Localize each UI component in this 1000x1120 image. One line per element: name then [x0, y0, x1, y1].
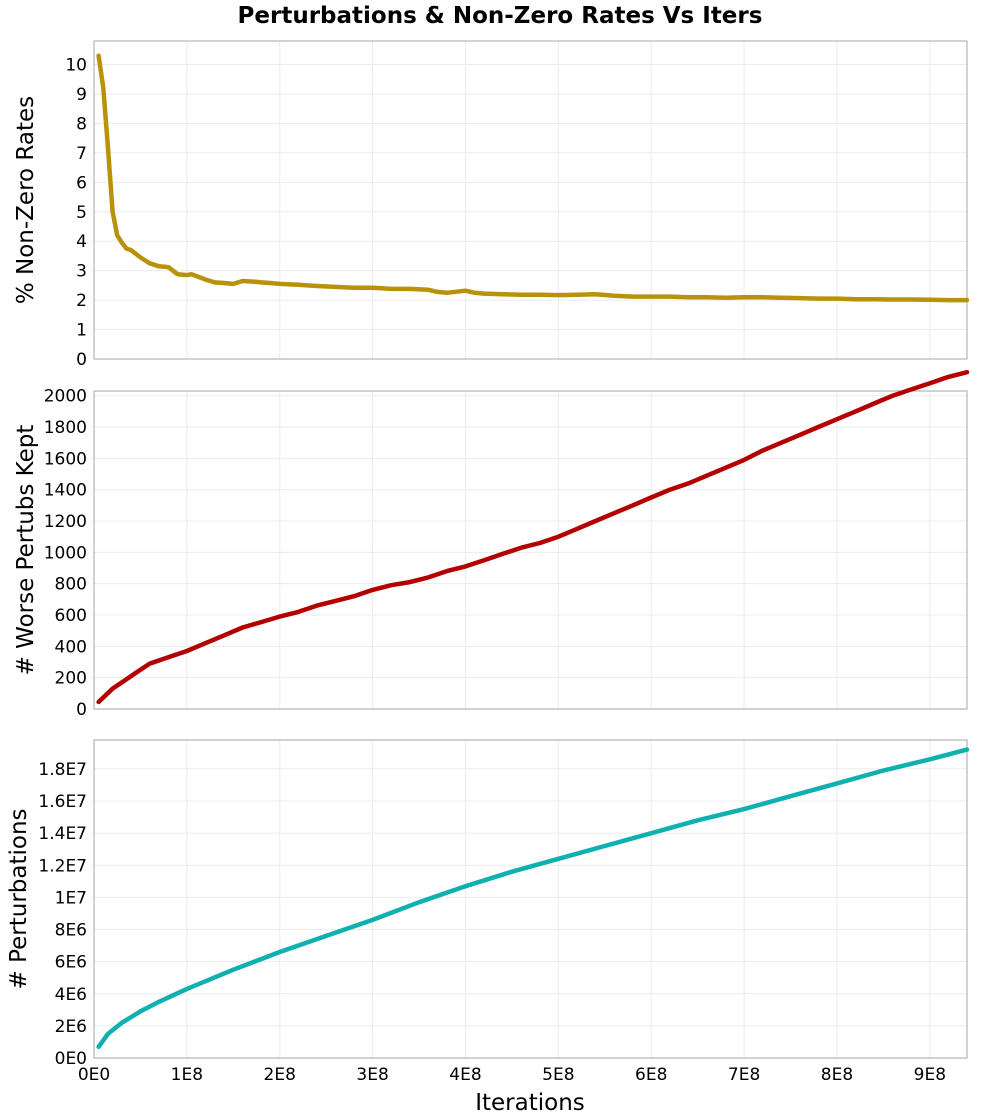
y-tick-label: 8 — [76, 114, 87, 134]
y-tick-label: 1800 — [44, 418, 87, 438]
y-tick-label: 1.8E7 — [38, 760, 87, 780]
data-line — [96, 747, 970, 1050]
x-tick-label: 8E8 — [821, 1065, 853, 1085]
y-tick-label: 1.4E7 — [38, 824, 87, 844]
data-line — [96, 369, 970, 705]
y-axis-label: % Non-Zero Rates — [13, 96, 39, 304]
y-tick-label: 0 — [76, 700, 87, 720]
x-tick-label: 4E8 — [449, 1065, 481, 1085]
y-tick-label: 3 — [76, 262, 87, 282]
x-tick-label: 7E8 — [728, 1065, 760, 1085]
y-tick-label: 6E6 — [55, 953, 87, 973]
y-tick-label: 1.2E7 — [38, 856, 87, 876]
y-tick-label: 4E6 — [55, 985, 87, 1005]
y-axis-label: # Worse Pertubs Kept — [13, 425, 39, 676]
x-tick-label: 9E8 — [914, 1065, 946, 1085]
y-tick-label: 4 — [76, 232, 87, 252]
x-tick-label: 5E8 — [542, 1065, 574, 1085]
y-tick-label: 9 — [76, 85, 87, 105]
y-axis-label: # Perturbations — [6, 808, 32, 989]
x-tick-label: 1E8 — [171, 1065, 203, 1085]
y-tick-label: 1200 — [44, 512, 87, 532]
y-tick-label: 8E6 — [55, 921, 87, 941]
y-tick-label: 7 — [76, 144, 87, 164]
y-tick-label: 1.6E7 — [38, 792, 87, 812]
y-tick-label: 200 — [55, 669, 87, 689]
y-tick-label: 2000 — [44, 387, 87, 407]
y-tick-label: 2E6 — [55, 1017, 87, 1037]
panel-nonzero-rates: 0 1 2 3 4 5 6 7 8 9 10 % Non-Zero Rates — [13, 40, 970, 370]
data-line — [96, 53, 970, 303]
plot-frame — [93, 739, 968, 1059]
chart-title: Perturbations & Non-Zero Rates Vs Iters — [238, 3, 763, 29]
panel-perturbations: 0E0 2E6 4E6 6E6 8E6 1E7 1.2E7 1.4E7 1.6E7 1.8E7 # … — [6, 739, 970, 1085]
y-tick-label: 5 — [76, 203, 87, 223]
plot-frame — [93, 390, 968, 710]
y-tick-label: 400 — [55, 637, 87, 657]
x-tick-label: 0E0 — [78, 1065, 110, 1085]
x-tick-label: 2E8 — [264, 1065, 296, 1085]
y-tick-label: 1 — [76, 321, 87, 341]
y-tick-label: 1000 — [44, 543, 87, 563]
y-tick-label: 600 — [55, 606, 87, 626]
y-tick-label: 1600 — [44, 449, 87, 469]
y-tick-label: 0 — [76, 350, 87, 370]
panel-worse-perturbs-kept: 0 200 400 600 800 1000 1200 1400 1600 1800 2000# W… — [13, 369, 970, 720]
plot-frame — [93, 40, 968, 360]
y-tick-label: 2 — [76, 291, 87, 311]
y-tick-label: 1400 — [44, 481, 87, 501]
y-tick-label: 1E7 — [55, 888, 87, 908]
x-axis-label: Iterations — [475, 1090, 585, 1116]
y-tick-label: 10 — [65, 56, 87, 76]
x-tick-label: 3E8 — [356, 1065, 388, 1085]
x-tick-label: 6E8 — [635, 1065, 667, 1085]
y-tick-label: 6 — [76, 173, 87, 193]
y-tick-label: 0E0 — [55, 1049, 87, 1069]
y-tick-label: 800 — [55, 575, 87, 595]
